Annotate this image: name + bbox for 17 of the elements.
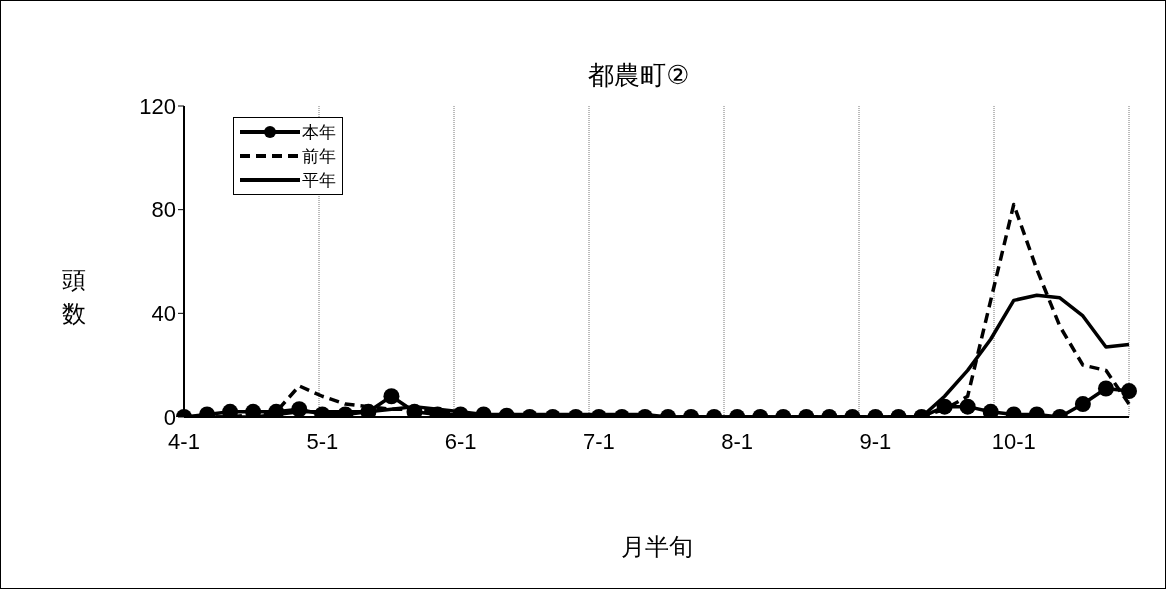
x-tick-label: 4-1	[168, 428, 200, 454]
y-axis-title: 頭数	[61, 265, 87, 329]
legend-label: 本年	[302, 121, 336, 144]
chart-title: 都農町②	[587, 59, 691, 92]
y-tick-label: 80	[151, 197, 176, 223]
x-tick-label: 9-1	[859, 428, 892, 454]
legend-label: 前年	[302, 145, 336, 168]
y-tick-label: 120	[139, 93, 176, 119]
x-axis-title: 月半旬	[619, 532, 694, 562]
x-tick-label: 5-1	[306, 428, 339, 454]
legend-label: 平年	[302, 169, 336, 192]
x-tick-label: 6-1	[444, 428, 477, 454]
x-tick-label: 10-1	[991, 428, 1036, 454]
x-tick-label: 7-1	[582, 428, 615, 454]
y-tick-label: 40	[151, 301, 176, 327]
y-tick-label: 0	[163, 404, 176, 430]
x-tick-label: 8-1	[721, 428, 754, 454]
